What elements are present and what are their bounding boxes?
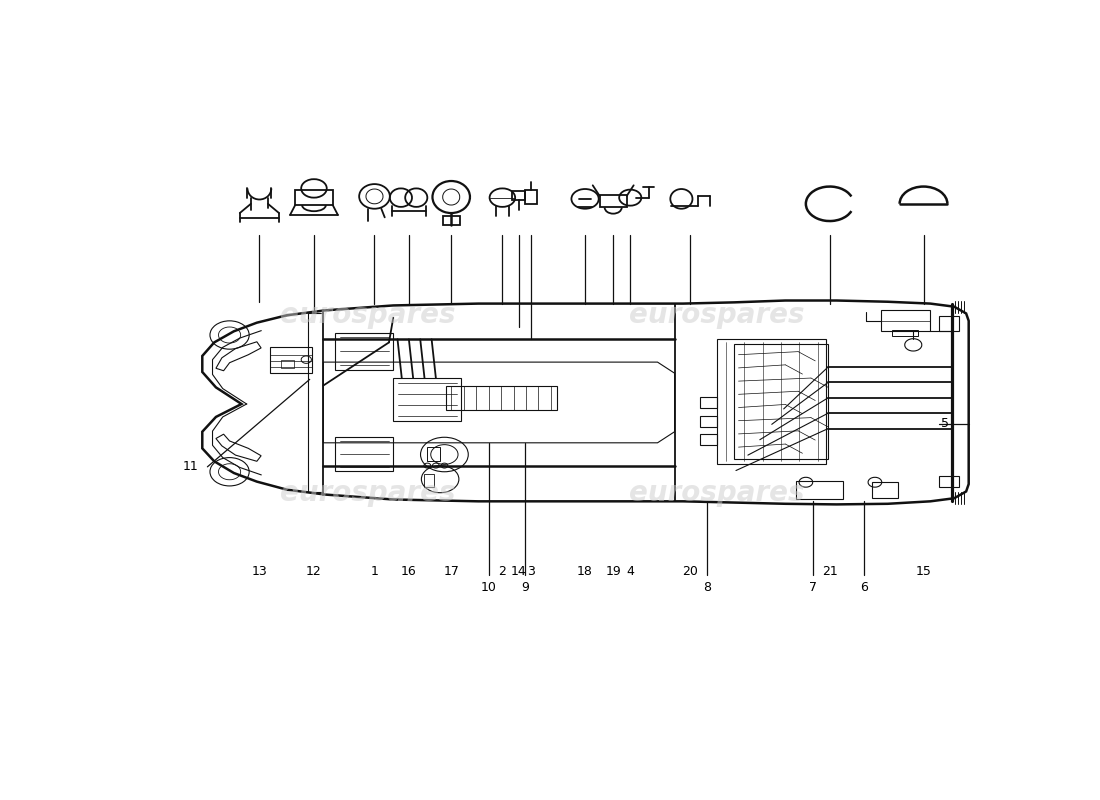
- Text: 7: 7: [808, 581, 816, 594]
- Bar: [270, 347, 312, 373]
- Bar: [717, 338, 826, 464]
- Text: 4: 4: [626, 565, 635, 578]
- Bar: [872, 482, 898, 498]
- Bar: [892, 330, 917, 336]
- Bar: [394, 378, 462, 422]
- Text: 17: 17: [443, 565, 459, 578]
- Bar: [700, 398, 717, 408]
- Text: eurospares: eurospares: [279, 479, 455, 507]
- Bar: [735, 344, 828, 459]
- Text: 21: 21: [822, 565, 837, 578]
- Text: 13: 13: [252, 565, 267, 578]
- Text: 16: 16: [400, 565, 417, 578]
- Bar: [295, 190, 332, 205]
- Bar: [336, 437, 394, 470]
- Bar: [795, 481, 843, 499]
- Text: 9: 9: [521, 581, 529, 594]
- Bar: [512, 191, 526, 200]
- Text: eurospares: eurospares: [279, 301, 455, 329]
- Bar: [336, 333, 394, 370]
- Text: 20: 20: [682, 565, 697, 578]
- Bar: [526, 190, 537, 204]
- Text: 18: 18: [578, 565, 593, 578]
- Text: 15: 15: [915, 565, 932, 578]
- Bar: [938, 316, 959, 331]
- Bar: [938, 476, 959, 487]
- Text: 2: 2: [498, 565, 506, 578]
- Text: eurospares: eurospares: [629, 479, 805, 507]
- Text: 10: 10: [481, 581, 497, 594]
- Text: 12: 12: [306, 565, 322, 578]
- Bar: [700, 416, 717, 426]
- Bar: [600, 195, 627, 207]
- Text: 1: 1: [371, 565, 378, 578]
- Text: 11: 11: [183, 460, 198, 474]
- Text: 14: 14: [510, 565, 527, 578]
- Bar: [427, 447, 440, 461]
- Text: 6: 6: [860, 581, 868, 594]
- Bar: [280, 360, 295, 368]
- Text: 19: 19: [605, 565, 621, 578]
- Bar: [424, 474, 434, 486]
- Text: 5: 5: [940, 418, 949, 430]
- Text: 8: 8: [703, 581, 711, 594]
- Text: 3: 3: [527, 565, 536, 578]
- Bar: [700, 434, 717, 446]
- Text: eurospares: eurospares: [629, 301, 805, 329]
- Bar: [447, 386, 557, 410]
- Bar: [442, 215, 460, 226]
- Bar: [881, 310, 931, 331]
